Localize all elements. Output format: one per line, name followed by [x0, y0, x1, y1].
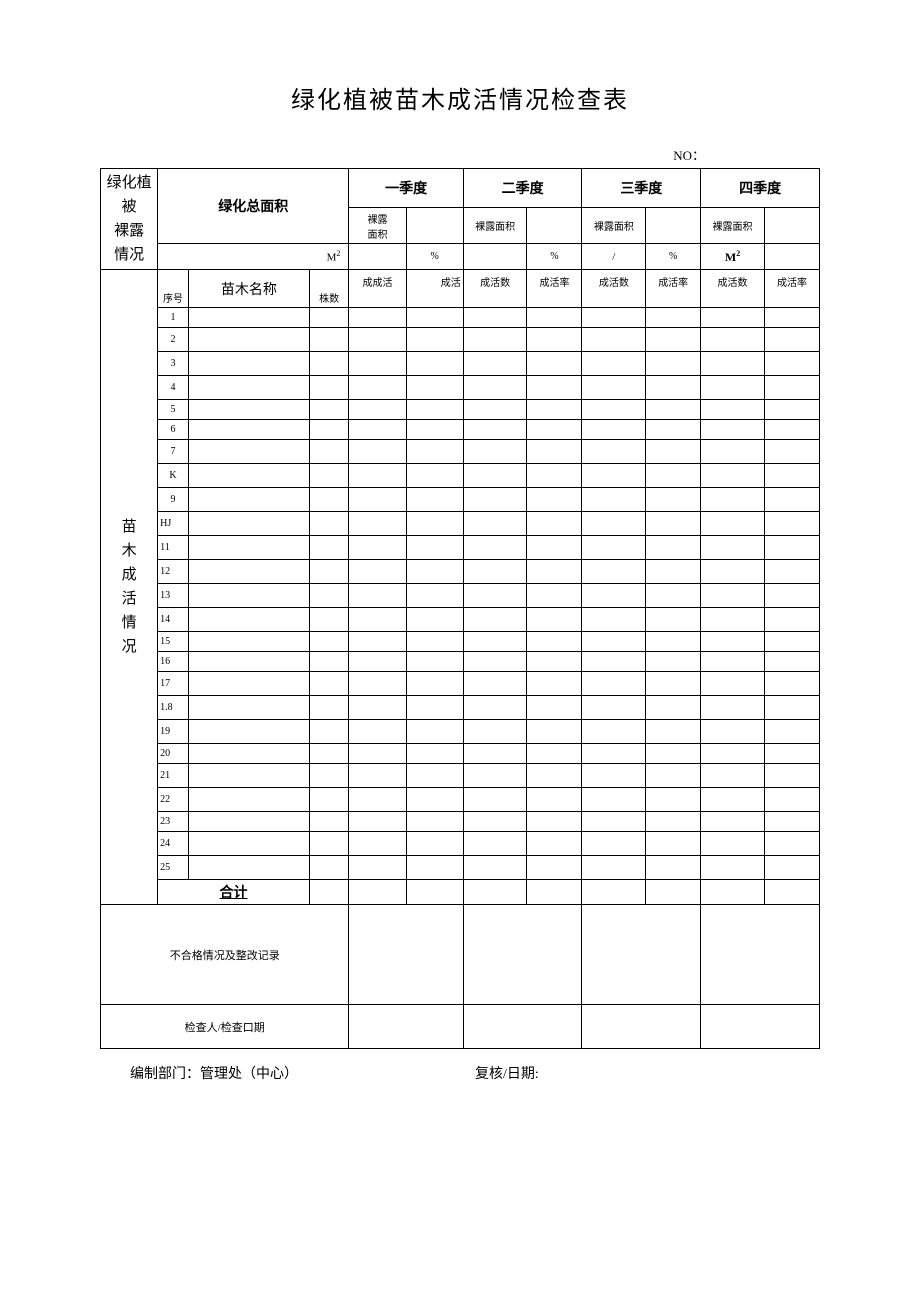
footer-dept: 编制部门：管理处（中心） — [130, 1063, 475, 1083]
q3-pct: % — [646, 244, 701, 270]
table-row: 6 — [101, 420, 820, 440]
q2-header: 二季度 — [463, 169, 582, 208]
table-row: 1.8 — [101, 696, 820, 720]
q3-surv-rate-h: 成活率 — [646, 270, 701, 308]
q1-pct: % — [406, 244, 463, 270]
table-row: 5 — [101, 400, 820, 420]
bare-situation-label: 绿化植 被 裸露 情况 — [101, 169, 158, 270]
total-area-label: 绿化总面积 — [158, 169, 349, 244]
q2-surv-count-h: 成活数 — [463, 270, 527, 308]
rectification-row: 不合格情况及整改记录 — [101, 905, 820, 1005]
table-row: 1 — [101, 308, 820, 328]
table-row: 3 — [101, 352, 820, 376]
table-row: 14 — [101, 608, 820, 632]
q3-bare-val — [646, 208, 701, 244]
unit-m2-total: M2 — [158, 244, 349, 270]
q3-slash: / — [582, 244, 646, 270]
table-row: 9 — [101, 488, 820, 512]
q4-surv-count-h: 成活数 — [701, 270, 765, 308]
q1-m2 — [349, 244, 406, 270]
table-row: 21 — [101, 764, 820, 788]
table-row: 2 — [101, 328, 820, 352]
q4-header: 四季度 — [701, 169, 820, 208]
q4-surv-rate-h: 成活率 — [764, 270, 819, 308]
q1-header: 一季度 — [349, 169, 463, 208]
table-row: 23 — [101, 812, 820, 832]
count-header: 株数 — [309, 270, 349, 308]
table-row: 4 — [101, 376, 820, 400]
q4-m2-label: M2 — [701, 244, 765, 270]
survival-label: 苗木成活情况 — [101, 270, 158, 905]
table-row: 15 — [101, 632, 820, 652]
q1-bare-val — [406, 208, 463, 244]
bare-area-q3: 裸露面积 — [582, 208, 646, 244]
q1-surv-rate-h: 成活 — [406, 270, 463, 308]
bare-area-q1: 裸露面积 — [349, 208, 406, 244]
table-row: 16 — [101, 652, 820, 672]
q2-pct: % — [527, 244, 582, 270]
seq-header: 序号 — [158, 270, 189, 308]
table-row: HJ — [101, 512, 820, 536]
bare-area-q4: 裸露面积 — [701, 208, 765, 244]
table-row: 13 — [101, 584, 820, 608]
table-row: 11 — [101, 536, 820, 560]
checker-row: 检查人/检查口期 — [101, 1005, 820, 1049]
table-row: 20 — [101, 744, 820, 764]
table-row: 12 — [101, 560, 820, 584]
q4-pct — [764, 244, 819, 270]
table-row: 17 — [101, 672, 820, 696]
q3-surv-count-h: 成活数 — [582, 270, 646, 308]
bare-area-q2: 裸露面积 — [463, 208, 527, 244]
q4-bare-val — [764, 208, 819, 244]
name-header: 苗木名称 — [188, 270, 309, 308]
total-row: 合计 — [101, 880, 820, 905]
table-row: 25 — [101, 856, 820, 880]
footer-review: 复核/日期: — [475, 1063, 820, 1083]
table-row: K — [101, 464, 820, 488]
inspection-table: 绿化植 被 裸露 情况 绿化总面积 一季度 二季度 三季度 四季度 裸露面积 裸… — [100, 168, 820, 1049]
q2-surv-rate-h: 成活率 — [527, 270, 582, 308]
page-title: 绿化植被苗木成活情况检查表 — [100, 80, 820, 115]
q2-m2 — [463, 244, 527, 270]
table-row: 7 — [101, 440, 820, 464]
no-label: NO： — [100, 145, 820, 164]
q2-bare-val — [527, 208, 582, 244]
footer: 编制部门：管理处（中心） 复核/日期: — [100, 1063, 820, 1083]
table-row: 19 — [101, 720, 820, 744]
table-row: 24 — [101, 832, 820, 856]
table-row: 22 — [101, 788, 820, 812]
q1-surv-count-h: 成成活 — [349, 270, 406, 308]
q3-header: 三季度 — [582, 169, 701, 208]
